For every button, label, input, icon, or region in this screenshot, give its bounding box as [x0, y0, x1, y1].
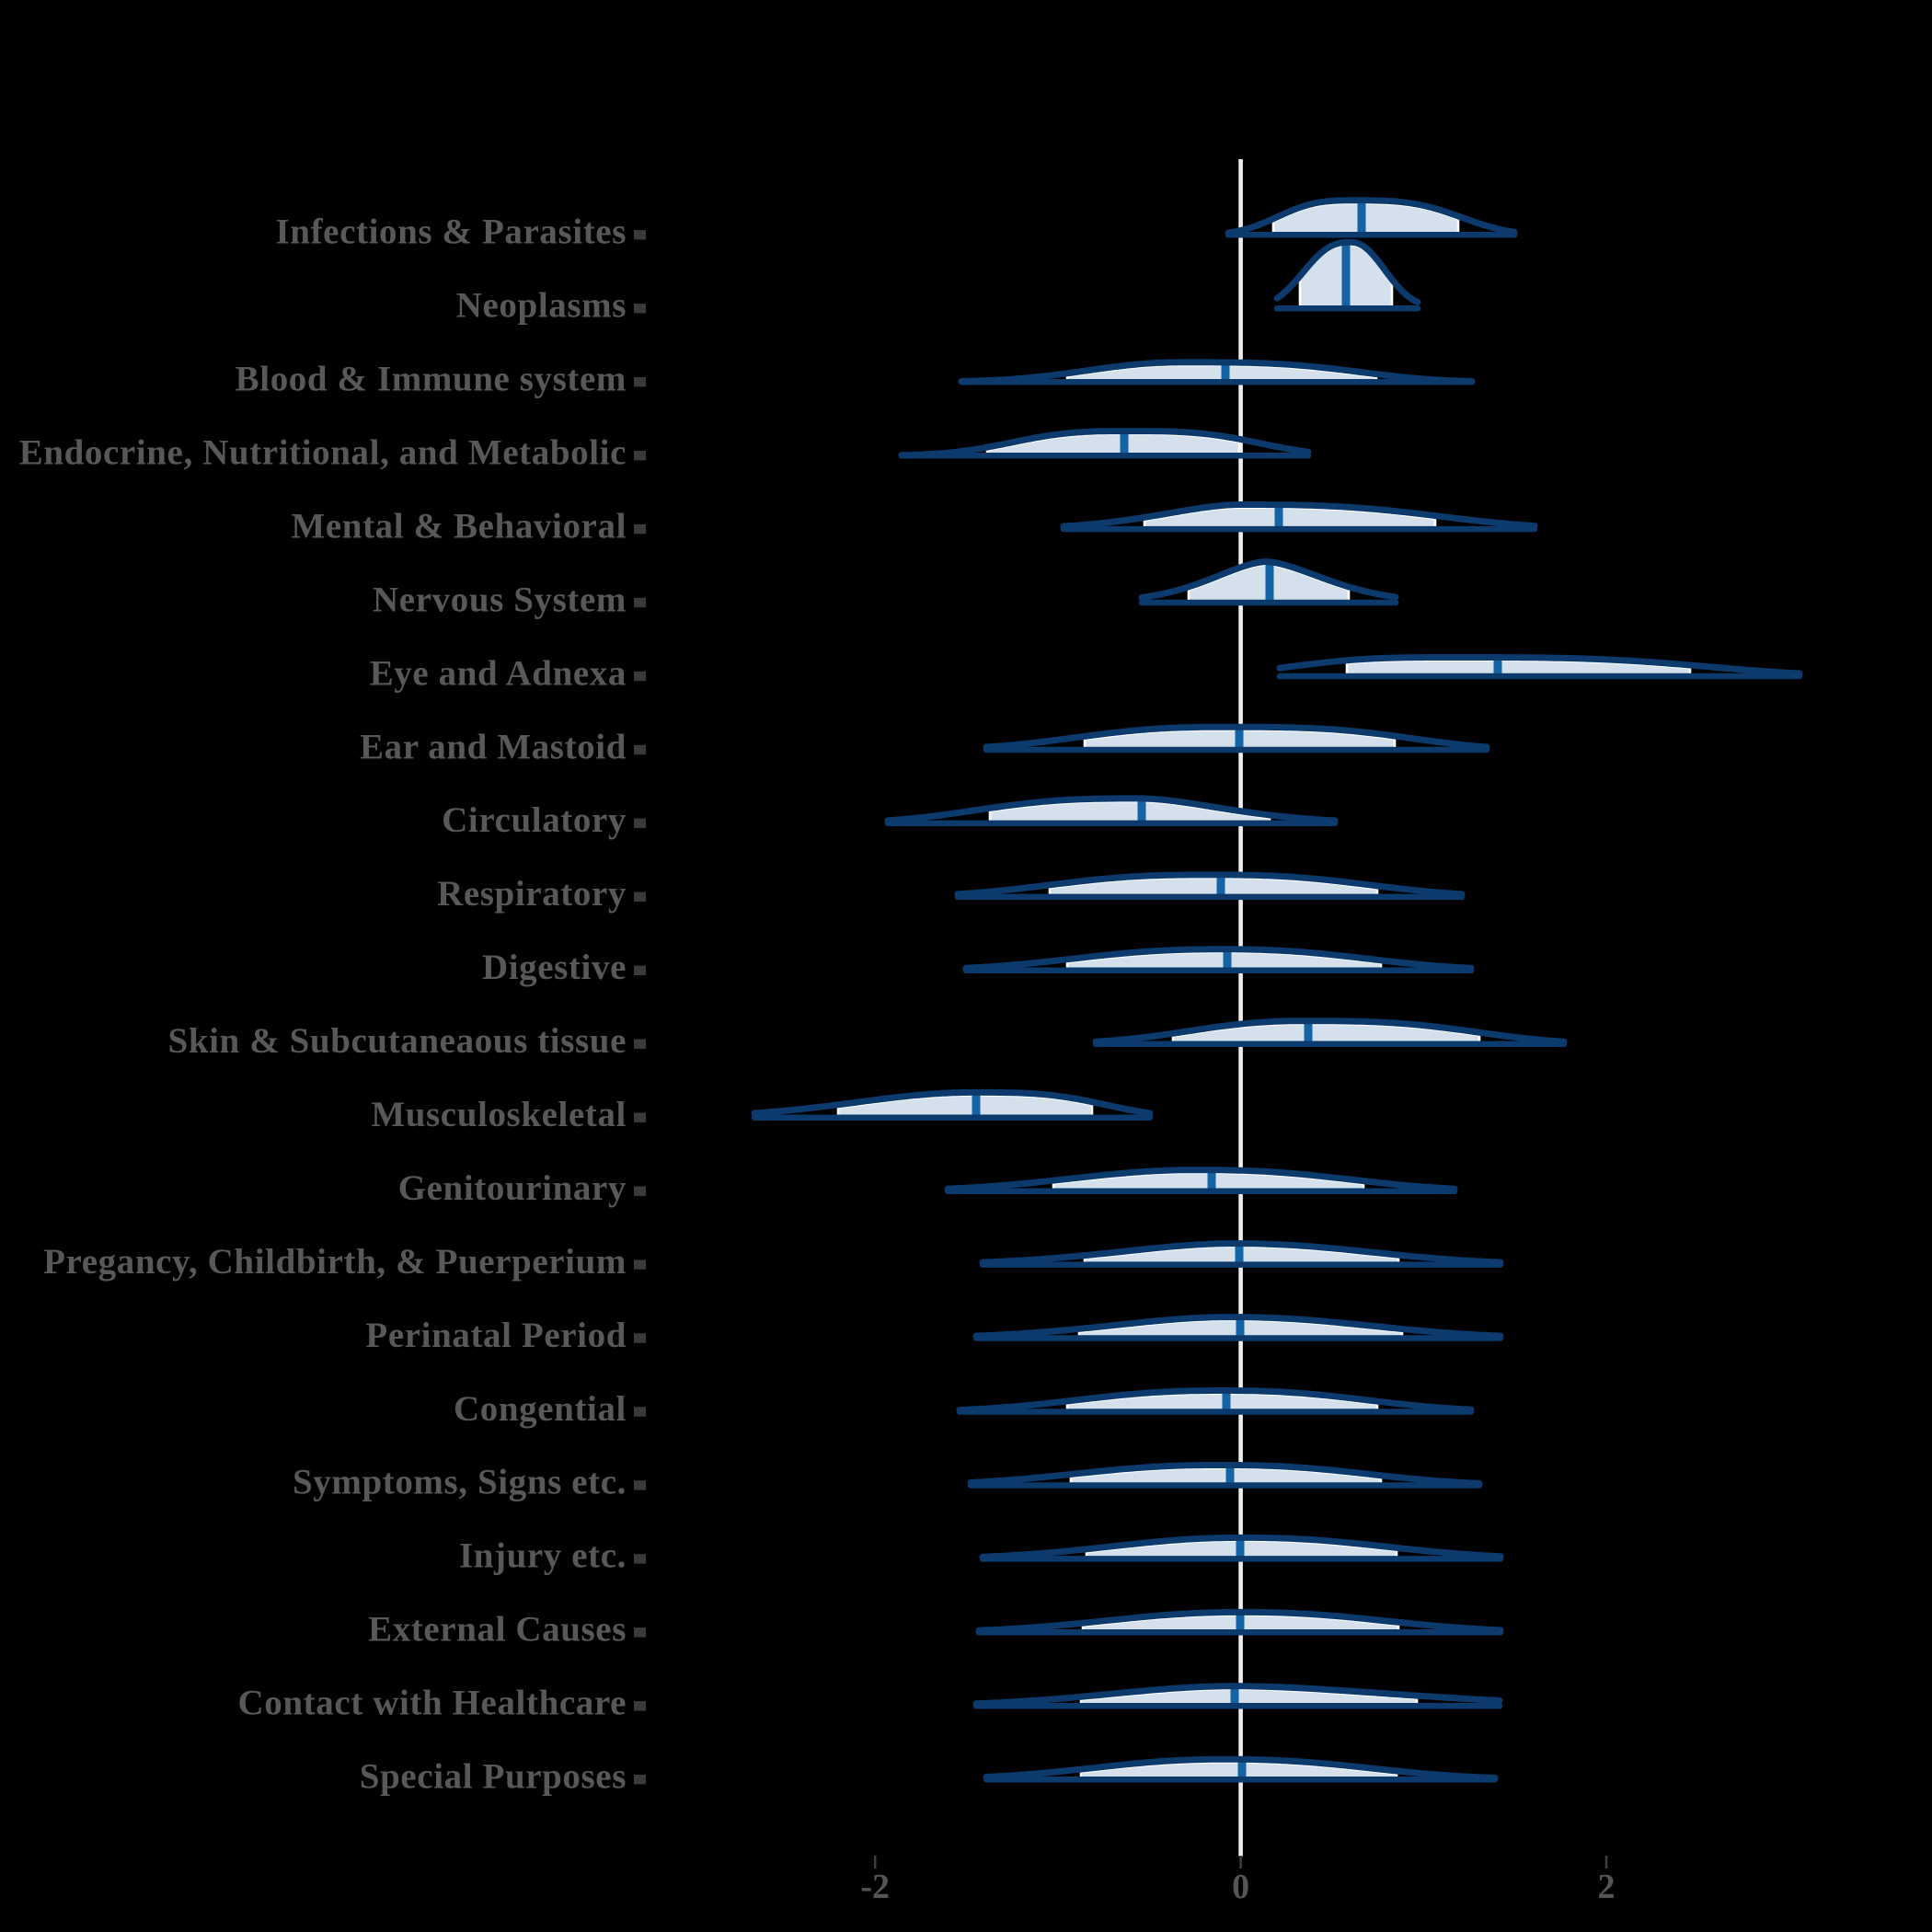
svg-text:Skin & Subcutaneaous tissue: Skin & Subcutaneaous tissue: [168, 1021, 627, 1061]
svg-text:Special Purposes: Special Purposes: [360, 1757, 627, 1797]
svg-text:Musculoskeletal: Musculoskeletal: [371, 1095, 627, 1134]
svg-text:-2: -2: [860, 1868, 890, 1906]
svg-text:External Causes: External Causes: [368, 1610, 627, 1650]
svg-text:Pregancy, Childbirth, & Puerpe: Pregancy, Childbirth, & Puerperium: [43, 1242, 627, 1282]
svg-text:2: 2: [1598, 1868, 1616, 1906]
svg-text:Neoplasms: Neoplasms: [456, 286, 627, 326]
svg-text:0: 0: [1232, 1868, 1249, 1906]
svg-text:Digestive: Digestive: [482, 948, 627, 987]
svg-text:Perinatal Period: Perinatal Period: [365, 1316, 627, 1355]
svg-text:Congential: Congential: [454, 1389, 627, 1429]
svg-text:Infections & Parasites: Infections & Parasites: [276, 213, 627, 252]
svg-text:Injury etc.: Injury etc.: [459, 1536, 627, 1576]
svg-text:Blood & Immune system: Blood & Immune system: [236, 360, 627, 399]
svg-text:Eye and Adnexa: Eye and Adnexa: [370, 653, 627, 693]
svg-text:Mental & Behavioral: Mental & Behavioral: [291, 506, 627, 546]
svg-text:Ear and Mastoid: Ear and Mastoid: [360, 727, 627, 766]
svg-text:Respiratory: Respiratory: [437, 874, 627, 914]
svg-text:Symptoms, Signs etc.: Symptoms, Signs etc.: [293, 1463, 627, 1502]
svg-text:Genitourinary: Genitourinary: [398, 1168, 627, 1208]
svg-text:Circulatory: Circulatory: [442, 800, 627, 840]
svg-text:Nervous System: Nervous System: [373, 580, 627, 619]
svg-text:Contact with Healthcare: Contact with Healthcare: [238, 1684, 627, 1723]
svg-text:Endocrine, Nutritional, and Me: Endocrine, Nutritional, and Metabolic: [19, 433, 627, 473]
